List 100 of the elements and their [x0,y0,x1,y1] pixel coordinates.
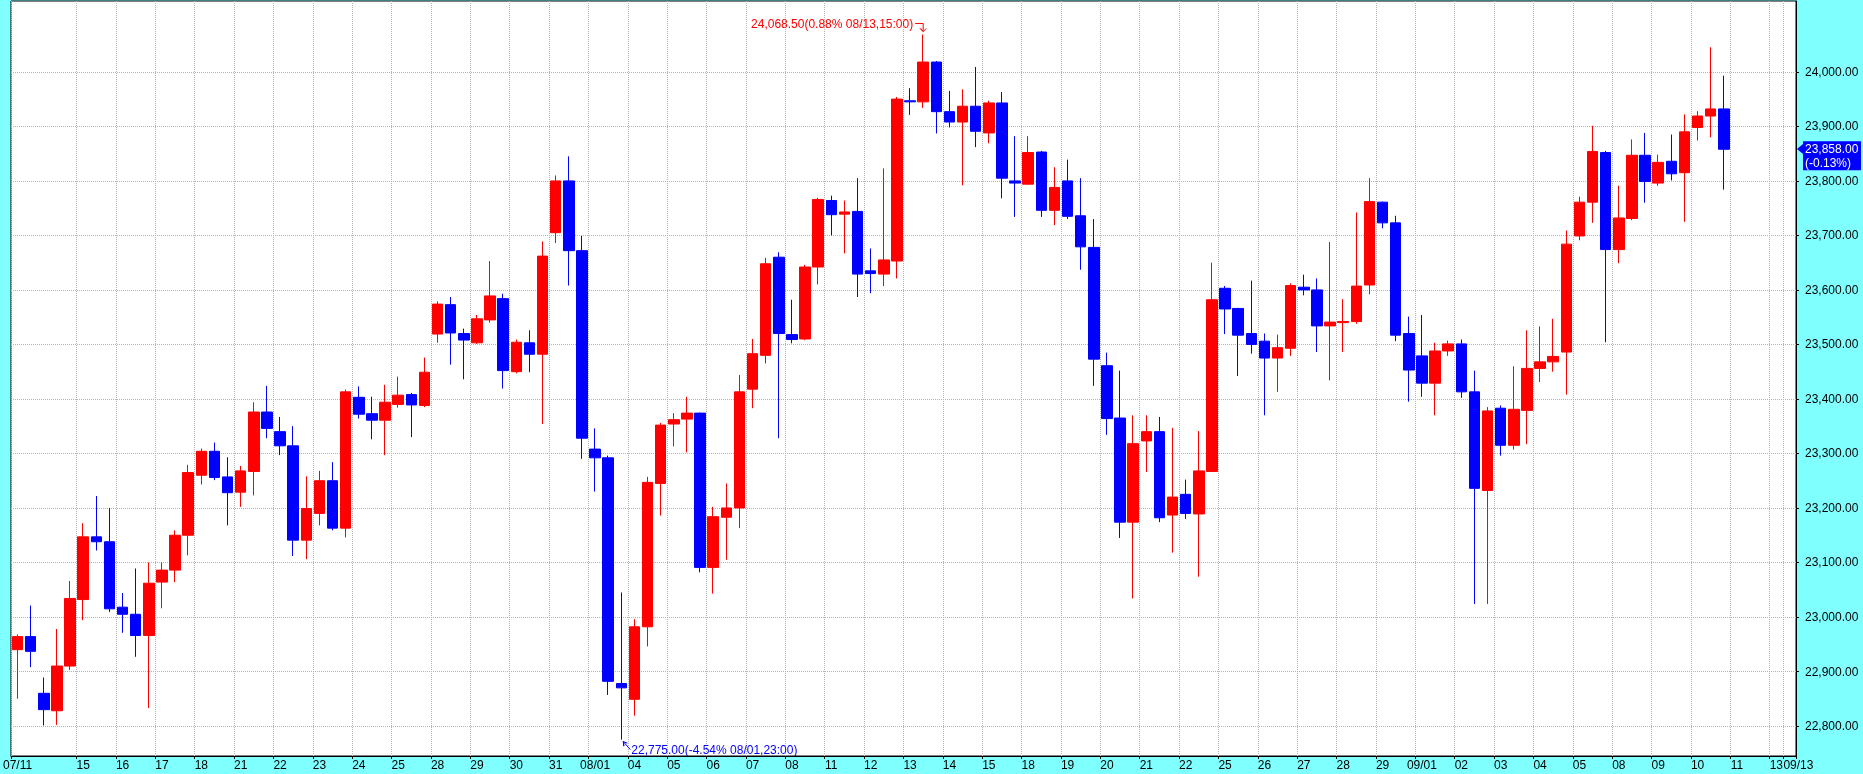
x-tick-label: 06 [706,758,721,772]
x-tick-label: 04 [1533,758,1548,772]
candlestick [314,470,325,526]
candlestick [694,412,706,573]
x-tick-label: 08 [785,758,799,772]
candlestick [1127,414,1139,599]
x-tick-label: 11 [1730,758,1744,772]
candlestick [104,507,115,613]
candlestick [445,296,456,366]
y-tick-label: 23,800.00 [1805,173,1859,188]
x-tick-label: 28 [430,758,445,772]
candlestick [642,476,653,647]
candlestick [117,592,128,634]
x-tick-label: 26 [1257,758,1272,772]
candlestick [1456,339,1467,399]
candlestick [1639,132,1651,204]
candlestick [1036,150,1047,218]
x-tick-label: 30 [509,758,524,772]
candlestick [235,465,246,508]
candlestick [1718,75,1730,191]
candlestick [1574,196,1585,241]
candlestick [1377,201,1388,229]
x-tick-label: 09 [1651,758,1666,772]
candlestick [1600,150,1611,343]
y-tick-label: 23,200.00 [1805,500,1859,515]
x-tick-label: 11 [825,758,838,772]
y-tick-label: 23,600.00 [1805,282,1859,297]
candlestick [957,88,968,186]
candlestick [1705,46,1716,138]
x-tick-label: 04 [627,758,642,772]
candlestick [1561,230,1572,396]
y-tick-label: 22,800.00 [1805,719,1859,734]
x-tick-label: 31 [549,758,563,772]
y-tick-label: 23,400.00 [1805,391,1859,406]
candlestick [1246,280,1257,355]
x-tick-label: 03 [1494,758,1508,772]
candlestick [734,374,745,529]
candlestick [25,605,36,668]
candlestick [1495,404,1506,457]
candlestick [419,357,430,408]
candlestick [1167,427,1178,554]
candlestick [1272,334,1283,393]
candlestick [12,633,23,700]
candlestick [931,60,942,134]
candlestick [497,293,509,390]
candlestick [1666,134,1677,181]
candlestick [406,392,417,438]
candlestick [944,90,955,128]
candlestick [1088,218,1100,387]
x-tick-label: 22 [273,758,288,772]
x-tick-label: 09/01 [1406,758,1438,772]
candlestick [196,448,207,486]
y-tick-label: 22,900.00 [1805,664,1859,679]
candlestick [550,174,561,244]
x-tick-label: 21 [1139,758,1154,772]
x-tick-label: 08/01 [580,758,611,772]
y-tick-label: 23,100.00 [1805,555,1859,570]
candlestick [1180,479,1191,520]
candlestick [261,385,273,439]
candlestick [1679,113,1690,223]
candlestick [1022,135,1034,186]
candlestick [1390,215,1401,342]
y-tick-label: 23,900.00 [1805,119,1859,134]
x-tick-label: 18 [194,758,209,772]
x-tick-label: 23 [312,758,327,772]
x-tick-label: 05 [667,758,681,772]
candlestick [301,475,312,560]
candlestick [1482,406,1493,605]
x-tick-label: 07/11 [2,758,33,772]
candlestick [432,300,443,344]
y-tick-label: 24,000.00 [1805,64,1859,79]
x-tick-label: 22 [1179,758,1193,772]
candlestick [865,247,876,294]
candlestick [1351,212,1362,325]
x-tick-label: 18 [1021,758,1036,772]
x-tick-label: 17 [155,758,169,772]
y-tick-label: 23,000.00 [1805,609,1859,624]
candlestick [904,87,916,116]
candlestick [773,251,785,439]
candlestick [1049,166,1060,226]
x-tick-label: 02 [1454,758,1469,772]
x-tick-label: 08 [1612,758,1626,772]
candlestick [852,177,863,298]
candlestick [1364,177,1375,295]
candlestick [1285,282,1296,357]
x-tick-label: 10 [1690,758,1705,772]
y-tick-label: 23,300.00 [1805,446,1859,461]
y-tick-label: 23,500.00 [1805,337,1859,352]
candlestick [1652,154,1664,187]
y-tick-label: 23,700.00 [1805,228,1859,243]
candlestick [340,389,351,538]
candlestick [1009,135,1021,218]
candlestick [1587,125,1598,224]
x-tick-label: 25 [391,758,406,772]
candlestick [524,329,535,373]
x-tick-label: 13 [903,758,918,772]
candlestick [1062,159,1073,220]
candlestick [248,401,260,496]
candlestick [996,91,1008,199]
x-tick-label: 28 [1336,758,1351,772]
